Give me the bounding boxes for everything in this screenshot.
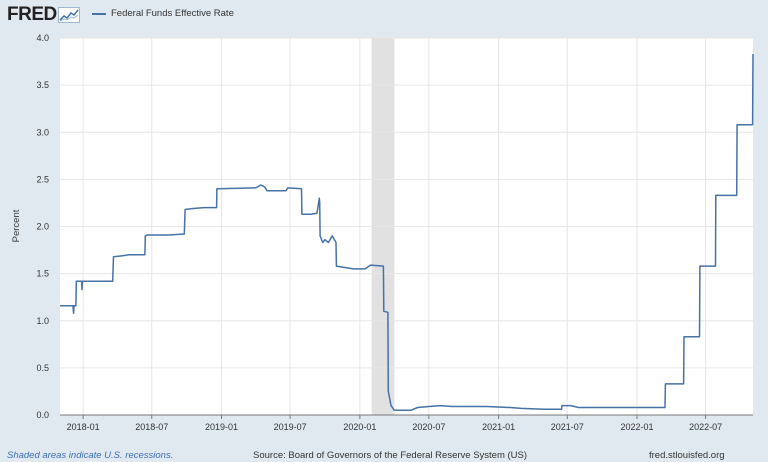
y-tick-label: 3.0 xyxy=(36,127,49,137)
x-tick-label: 2019-07 xyxy=(274,422,307,432)
y-tick-label: 0.0 xyxy=(36,410,49,420)
legend-swatch xyxy=(92,12,106,15)
y-tick-label: 3.5 xyxy=(36,80,49,90)
x-tick-label: 2019-01 xyxy=(205,422,238,432)
legend-label: Federal Funds Effective Rate xyxy=(111,8,234,19)
chart-legend: Federal Funds Effective Rate xyxy=(92,8,234,19)
y-tick-label: 2.5 xyxy=(36,174,49,184)
y-tick-label: 1.0 xyxy=(36,316,49,326)
site-url[interactable]: fred.stlouisfed.org xyxy=(649,450,725,461)
x-tick-label: 2021-07 xyxy=(551,422,584,432)
x-tick-label: 2020-07 xyxy=(412,422,445,432)
y-tick-label: 0.5 xyxy=(36,363,49,373)
fred-logo-text: FRED xyxy=(7,4,57,25)
x-tick-label: 2022-01 xyxy=(620,422,653,432)
x-tick-label: 2018-01 xyxy=(67,422,100,432)
y-axis-label: Percent xyxy=(11,209,22,242)
recession-note-link[interactable]: Shaded areas indicate U.S. recessions. xyxy=(7,450,174,461)
logo-graph-icon xyxy=(57,7,80,23)
y-tick-label: 4.0 xyxy=(36,33,49,43)
x-tick-label: 2022-07 xyxy=(689,422,722,432)
line-chart: 0.0 0.5 1.0 1.5 2.0 2.5 3.0 3.5 4.0 2018-01 2018-… xyxy=(11,33,754,432)
y-tick-label: 1.5 xyxy=(36,269,49,279)
fred-logo[interactable]: FRED xyxy=(7,4,80,26)
x-tick-label: 2021-01 xyxy=(482,422,515,432)
y-tick-label: 2.0 xyxy=(36,222,49,232)
x-tick-label: 2020-01 xyxy=(343,422,376,432)
x-tick-label: 2018-07 xyxy=(135,422,168,432)
source-note: Source: Board of Governors of the Federa… xyxy=(253,450,528,461)
chart-header: FRED Federal Funds Effective Rate xyxy=(0,0,768,30)
series-line-federal-funds-rate[interactable] xyxy=(60,53,754,412)
